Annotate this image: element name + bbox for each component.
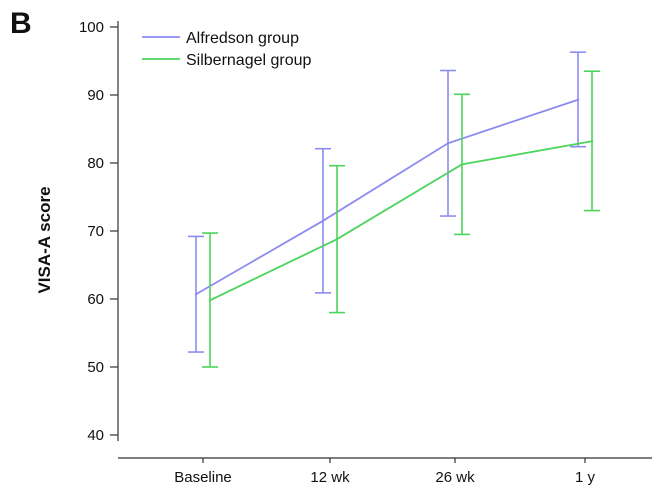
- y-tick-label: 80: [87, 155, 104, 172]
- data-point: [576, 98, 580, 101]
- axes: 40 50 60 70 80 90 100 Baseline 12 wk 26 wk 1 y: [79, 19, 652, 486]
- x-tick-label: 26 wk: [435, 469, 475, 486]
- series-alfredson-group: [188, 51, 586, 353]
- panel-label: B: [10, 7, 32, 40]
- y-tick-label: 40: [87, 427, 104, 444]
- x-tick-label: 12 wk: [310, 469, 350, 486]
- series-silbernagel-group: [202, 70, 600, 368]
- legend: Alfredson group Silbernagel group: [142, 30, 312, 69]
- data-point: [460, 163, 464, 166]
- series-line: [195, 98, 579, 296]
- y-axis-label: VISA-A score: [35, 186, 54, 293]
- x-tick-label: 1 y: [575, 469, 596, 486]
- data-point: [590, 140, 594, 143]
- data-point: [335, 237, 339, 241]
- series-line: [209, 140, 593, 302]
- y-tick-label: 90: [87, 87, 104, 104]
- data-point: [208, 299, 212, 302]
- y-tick-label: 70: [87, 223, 104, 240]
- series-layer: [188, 51, 600, 368]
- data-point: [321, 219, 325, 222]
- data-point: [194, 293, 198, 296]
- x-tick-label: Baseline: [174, 469, 232, 486]
- y-tick-label: 50: [87, 359, 104, 376]
- y-tick-label: 100: [79, 19, 104, 36]
- data-point: [446, 142, 450, 145]
- y-tick-label: 60: [87, 291, 104, 308]
- legend-label: Silbernagel group: [186, 52, 312, 69]
- legend-label: Alfredson group: [186, 30, 299, 47]
